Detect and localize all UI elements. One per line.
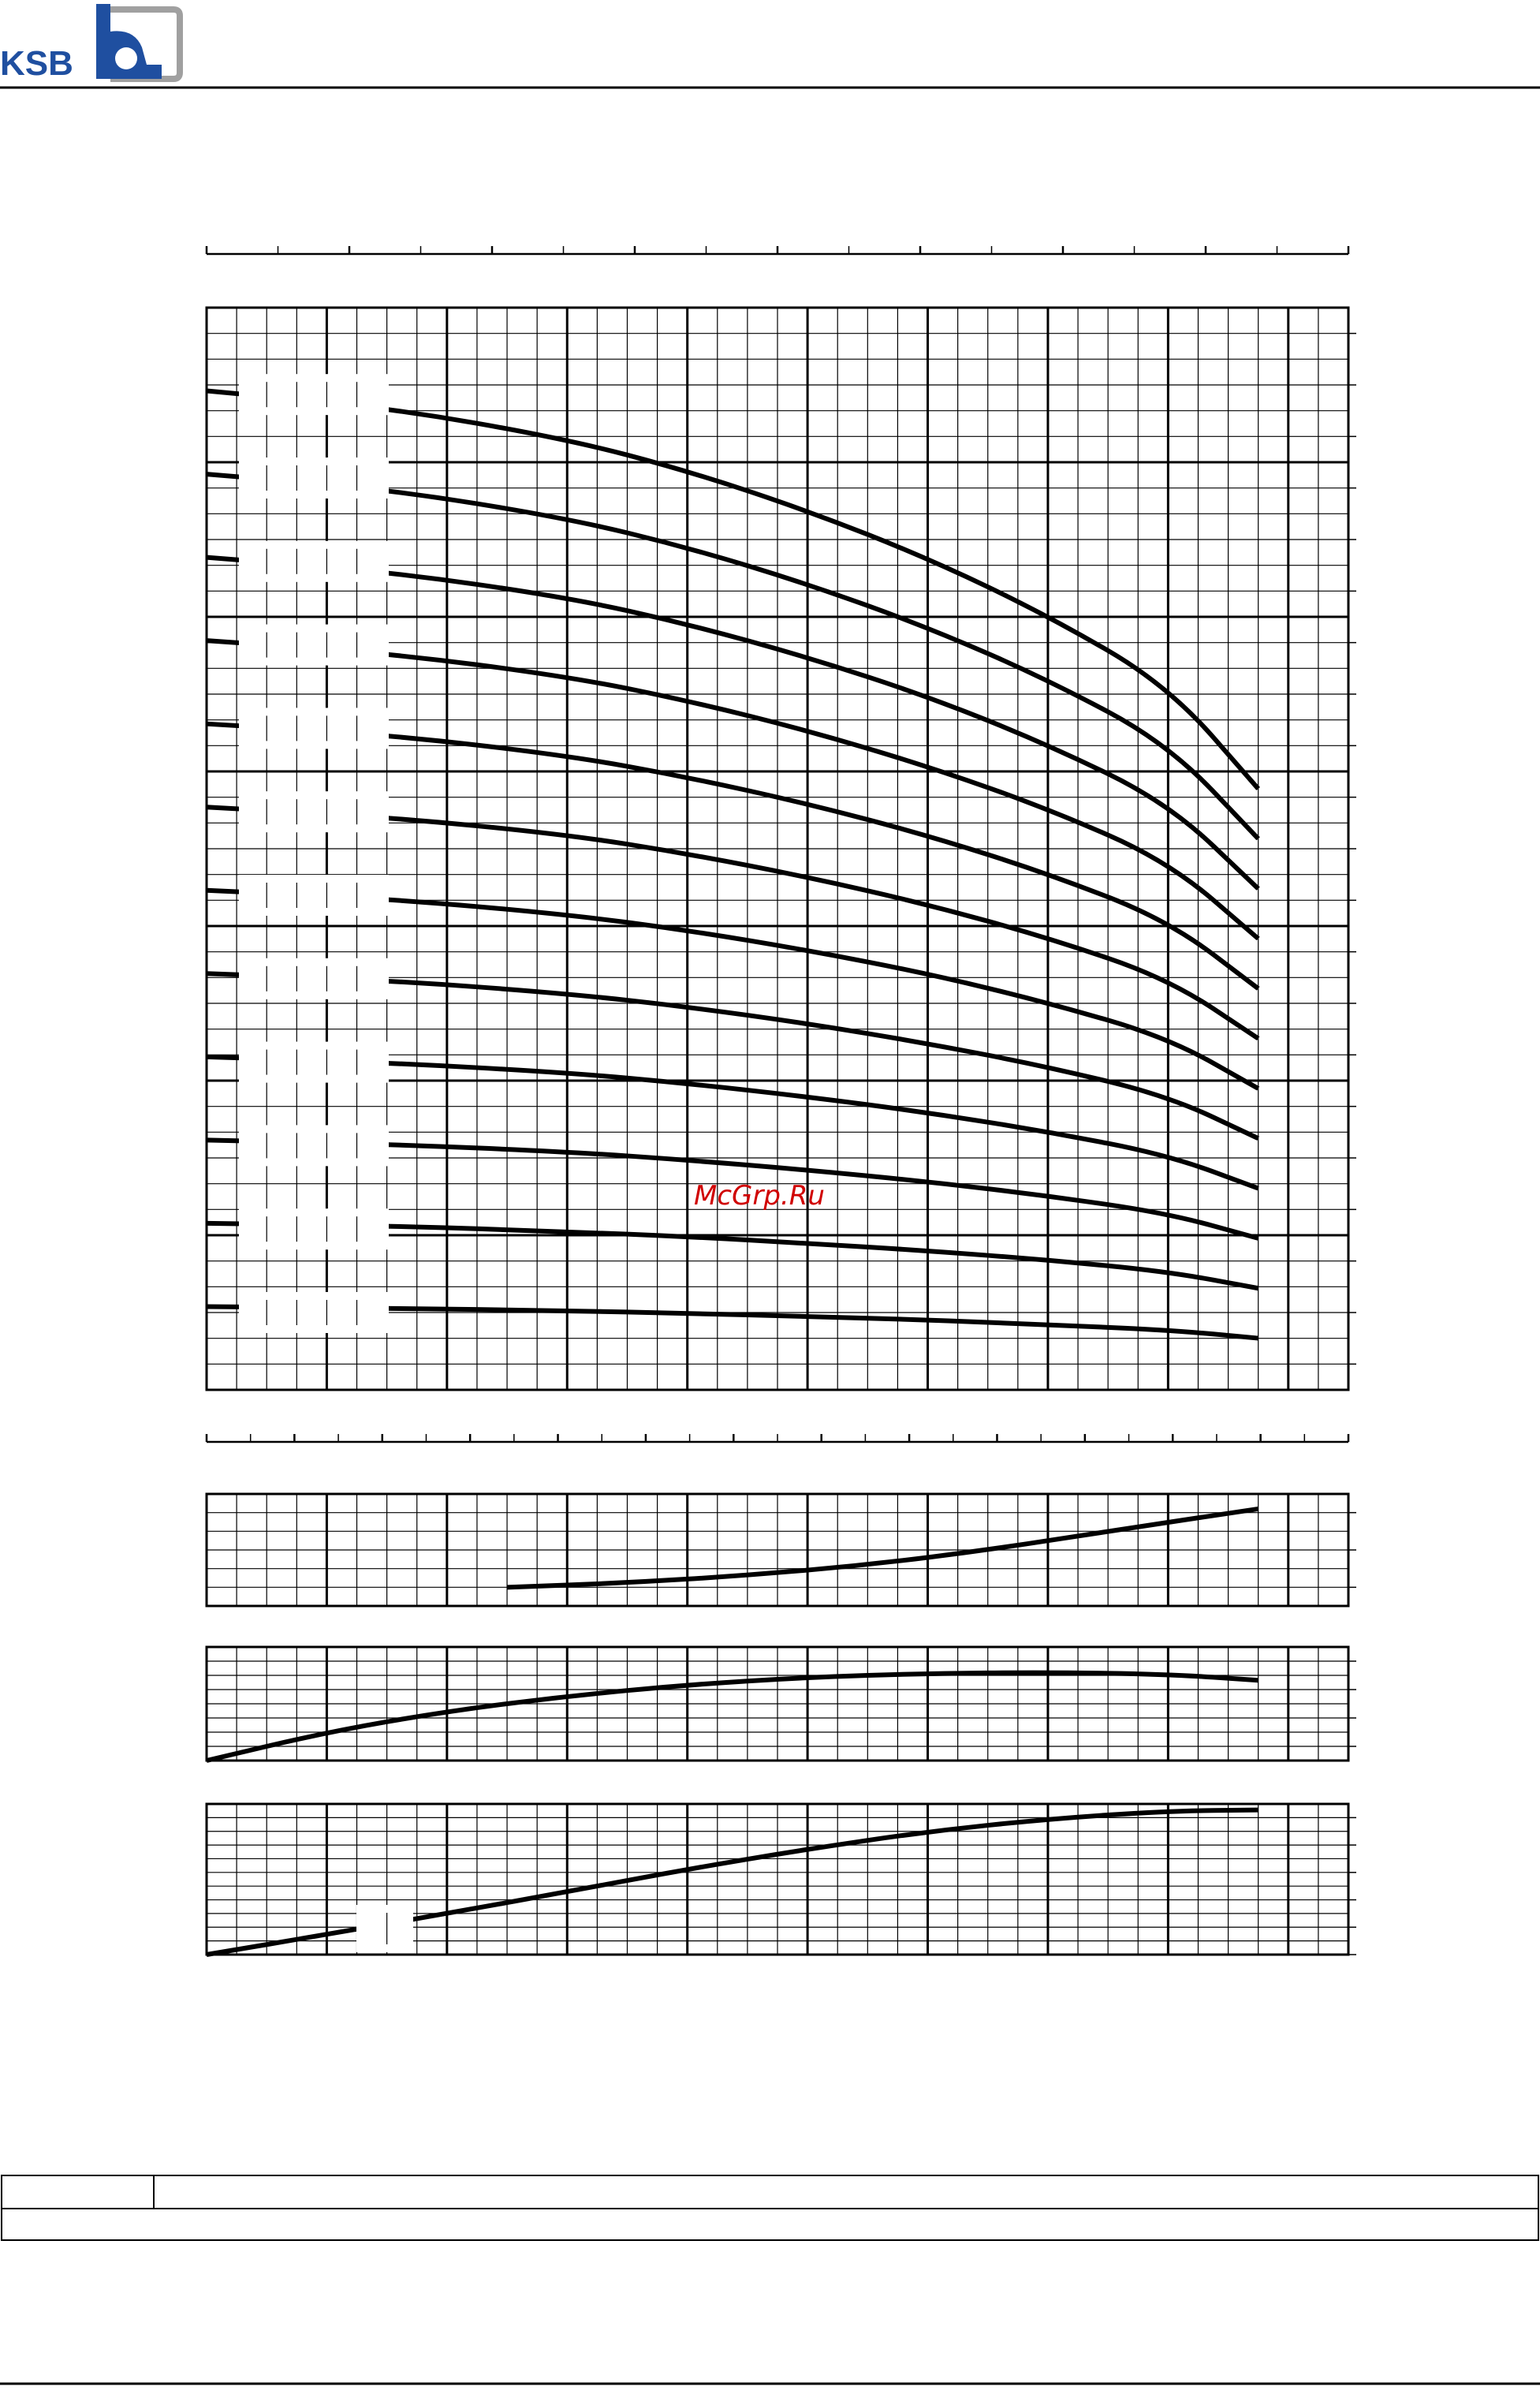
label-blank — [239, 958, 389, 999]
npsh-chart — [205, 1434, 1356, 1608]
series-line-9 — [206, 638, 1260, 941]
label-blank — [239, 540, 389, 582]
series-line-1 — [206, 1670, 1258, 1763]
label-blank — [239, 1125, 389, 1167]
label-blank — [239, 1208, 389, 1250]
logo-b-counter — [115, 47, 137, 69]
series-line-11 — [206, 472, 1261, 841]
label-blank — [239, 1041, 389, 1083]
plot-frame — [205, 306, 1350, 1391]
label-blank — [239, 457, 389, 499]
label-blank — [239, 708, 389, 749]
power-chart — [205, 1802, 1356, 1957]
label-blank — [239, 1292, 389, 1333]
series-line-1 — [506, 1506, 1259, 1590]
footer-table — [1, 2175, 1539, 2241]
series-line-10 — [206, 555, 1260, 891]
series-line-8 — [206, 721, 1260, 991]
label-blank — [239, 624, 389, 666]
series-line-7 — [206, 805, 1261, 1041]
label-blank — [356, 1905, 413, 1952]
efficiency-chart — [205, 1645, 1356, 1763]
logo-b-icon — [96, 4, 162, 79]
label-blank — [239, 791, 389, 833]
label-blank — [239, 875, 389, 916]
series-line-6 — [206, 887, 1260, 1091]
watermark: McGrp.Ru — [694, 1180, 825, 1212]
series-line-12 — [206, 388, 1261, 790]
logo-text: KSB — [0, 44, 73, 83]
plot-frame — [205, 1492, 1350, 1608]
head-chart — [205, 246, 1356, 1391]
logo-frame-icon — [100, 6, 183, 82]
ksb-logo: KSB — [0, 4, 183, 83]
plot-frame — [205, 1645, 1350, 1762]
plot-frame — [205, 1802, 1350, 1956]
label-blank — [239, 374, 389, 416]
